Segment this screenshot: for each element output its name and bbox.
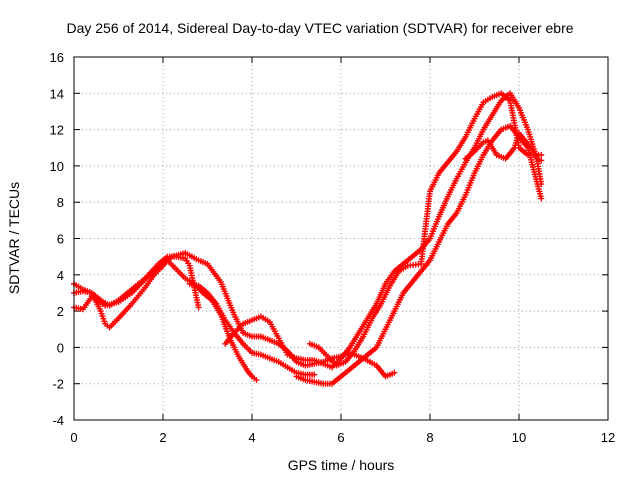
x-tick-label: 8 [426,430,433,445]
plot-frame [73,56,609,421]
y-tick-label: -2 [52,377,64,392]
data-point [311,371,318,378]
y-tick-label: 16 [50,50,64,65]
axis-ticks: 0 2 4 6 8 10 12 -4 -2 0 2 4 6 8 10 12 14 16 [50,50,616,445]
data-point [538,195,545,202]
x-tick-label: 0 [70,430,77,445]
data-point [538,157,545,164]
y-tick-label: 14 [50,86,64,101]
x-tick-label: 4 [248,430,255,445]
data-series-6 [293,122,545,387]
chart-series [71,90,545,387]
y-tick-label: 0 [57,340,64,355]
data-point [391,369,398,376]
y-tick-label: 12 [50,123,64,138]
chart-title: Day 256 of 2014, Sidereal Day-to-day VTE… [66,20,573,36]
y-tick-label: 4 [57,268,64,283]
data-series-8 [462,130,545,164]
data-point [253,377,260,384]
data-series-4 [186,280,318,378]
y-tick-label: 10 [50,159,64,174]
y-tick-label: 6 [57,232,64,247]
x-tick-label: 10 [512,430,526,445]
y-axis-label: SDTVAR / TECUs [6,182,22,294]
data-series-2 [71,257,260,384]
data-point [538,152,545,159]
data-point [195,304,202,311]
y-tick-label: 8 [57,195,64,210]
y-tick-label: 2 [57,304,64,319]
x-tick-label: 6 [337,430,344,445]
y-tick-label: -4 [52,413,64,428]
x-tick-label: 12 [601,430,615,445]
data-series-5 [222,90,545,371]
data-series-7 [306,90,545,369]
x-axis-label: GPS time / hours [288,457,395,473]
x-tick-label: 2 [159,430,166,445]
chart-grid [74,57,608,420]
